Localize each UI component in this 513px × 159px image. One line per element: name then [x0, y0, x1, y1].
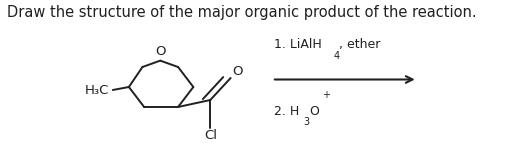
- Text: O: O: [310, 105, 320, 118]
- Text: 2. H: 2. H: [274, 105, 299, 118]
- Text: Draw the structure of the major organic product of the reaction.: Draw the structure of the major organic …: [7, 5, 476, 20]
- Text: 3: 3: [303, 118, 309, 127]
- Text: O: O: [232, 65, 243, 78]
- Text: +: +: [322, 90, 330, 100]
- Text: Cl: Cl: [204, 129, 217, 142]
- Text: , ether: , ether: [339, 38, 381, 51]
- Text: 1. LiAlH: 1. LiAlH: [274, 38, 322, 51]
- Text: 4: 4: [333, 51, 339, 61]
- Text: O: O: [155, 45, 166, 58]
- Text: H₃C: H₃C: [85, 83, 109, 97]
